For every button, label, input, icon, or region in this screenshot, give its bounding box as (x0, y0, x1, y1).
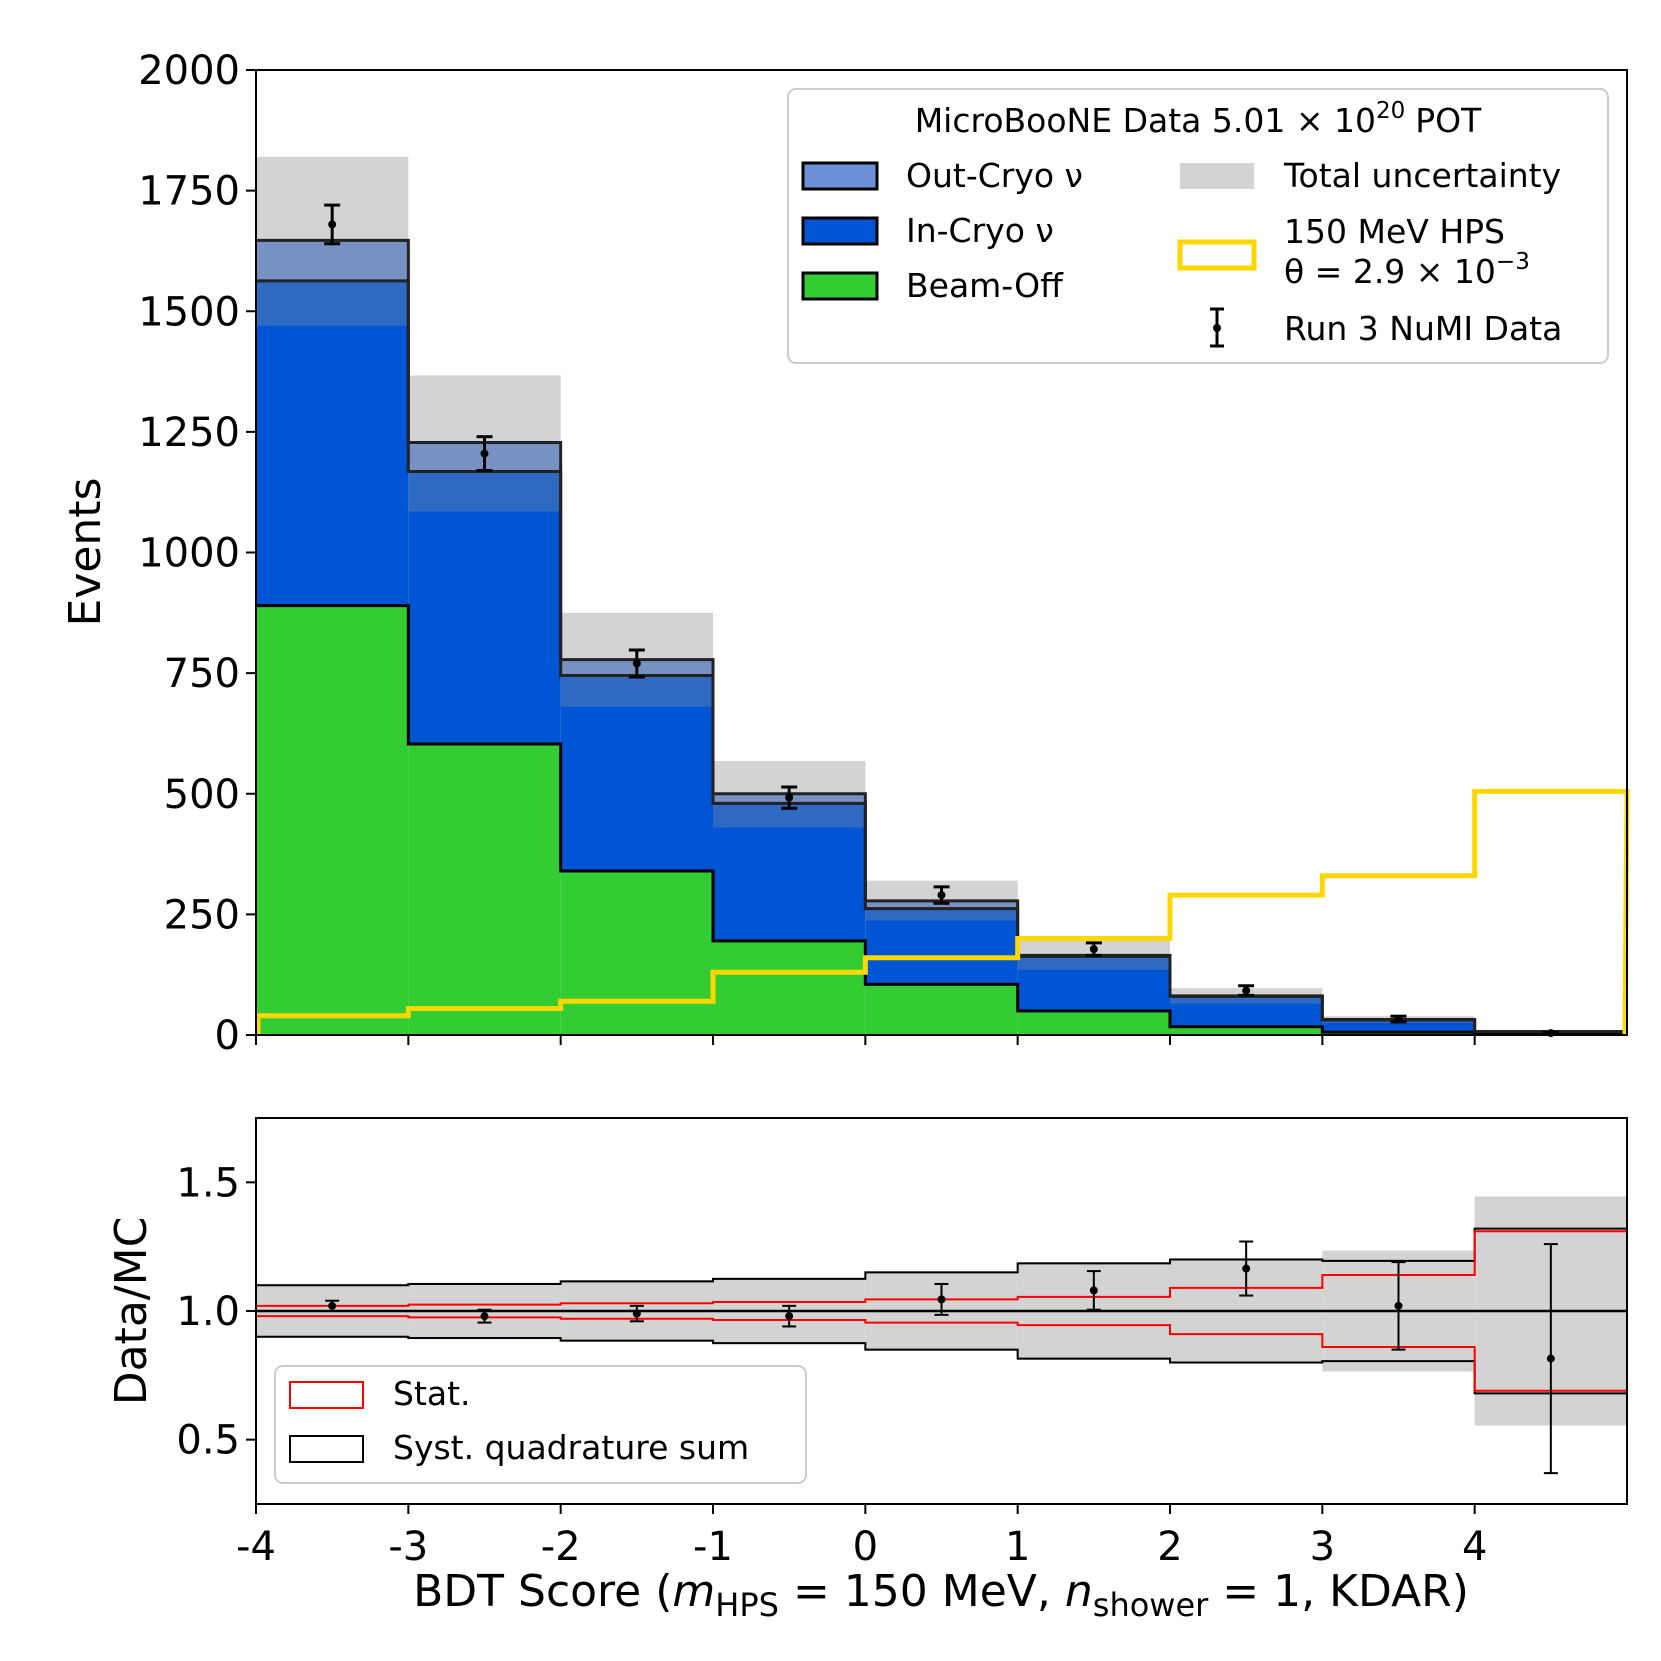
x-tick-label: 1 (1005, 1524, 1030, 1570)
x-tick-label: -2 (541, 1524, 581, 1570)
legend-label-beam-off: Beam-Off (906, 266, 1064, 305)
data-point (1089, 945, 1098, 954)
main-y-tick-label: 1500 (138, 289, 240, 335)
syst-upper-line (256, 1227, 1627, 1287)
ratio-legend: Stat. Syst. quadrature sum (274, 1365, 807, 1484)
ratio-point (480, 1312, 489, 1321)
ratio-point (1242, 1264, 1251, 1273)
main-y-tick-label: 750 (164, 651, 240, 697)
legend-label-stat: Stat. (393, 1374, 471, 1413)
legend-swatch-signal (1177, 239, 1257, 271)
beam-off-outline (256, 604, 1627, 1037)
main-y-tick-label: 1750 (138, 169, 240, 215)
stack-bar-in-cryo (560, 675, 713, 871)
main-y-tick-label: 250 (164, 892, 240, 938)
ratio-legend-frame (274, 1365, 807, 1484)
stack-bar-beam-off (865, 984, 1018, 1035)
stack-bar-out-cryo (256, 240, 409, 281)
legend-swatch-out-cryo (801, 161, 879, 191)
legend-label-in-cryo: In-Cryo ν (906, 211, 1054, 250)
legend-swatch-syst (289, 1435, 364, 1463)
legend-marker-data (1210, 307, 1224, 348)
stack-bar-beam-off (1017, 1010, 1170, 1035)
legend-swatch-beam-off (801, 271, 879, 301)
legend-swatch-in-cryo (801, 216, 879, 246)
stack-bar-in-cryo (713, 803, 866, 941)
stack-bar-beam-off (408, 744, 561, 1035)
x-tick-label: 3 (1310, 1524, 1335, 1570)
stack-bar-beam-off (256, 605, 409, 1035)
syst-lower-line (256, 1335, 1627, 1395)
main-y-tick-label: 0 (215, 1013, 240, 1059)
main-y-tick-label: 1000 (138, 531, 240, 577)
data-point (785, 793, 794, 802)
stack-bar-in-cryo (256, 280, 409, 606)
uncertainty-overlay-bin (1017, 955, 1170, 970)
ratio-point (1394, 1301, 1403, 1310)
ratio-point (937, 1295, 946, 1304)
ratio-point (328, 1301, 337, 1310)
ratio-point (1546, 1354, 1555, 1363)
ratio-point (632, 1309, 641, 1318)
legend-swatch-stat (289, 1381, 364, 1409)
stack-bar-beam-off (560, 870, 713, 1035)
uncertainty-overlay-bin (256, 240, 409, 326)
data-point (1394, 1015, 1403, 1024)
legend-label-data: Run 3 NuMI Data (1284, 309, 1562, 348)
main-y-axis-label: Events (60, 478, 111, 627)
stack-bar-beam-off (713, 940, 866, 1035)
ratio-y-axis-label: Data/MC (106, 1217, 157, 1406)
legend-title: MicroBooNE Data 5.01 × 1020 POT (915, 98, 1482, 140)
main-y-tick-label: 2000 (138, 48, 240, 94)
x-tick-label: -3 (388, 1524, 428, 1570)
main-legend-frame (787, 88, 1609, 364)
main-y-tick-label: 500 (164, 772, 240, 818)
legend-label-syst: Syst. quadrature sum (393, 1428, 749, 1467)
main-histogram-panel: 0 250 500 750 1000 1250 1500 1750 2000 Events Mi… (60, 48, 1630, 1059)
stack-bar-in-cryo (1170, 996, 1323, 1027)
ratio-point (785, 1312, 794, 1321)
data-point (328, 220, 337, 229)
stack-bar-beam-off (1170, 1026, 1323, 1035)
stack-bar-in-cryo (865, 908, 1018, 985)
legend-label-out-cryo: Out-Cryo ν (906, 156, 1083, 195)
stack-bar-in-cryo (408, 471, 561, 745)
signal-hps-line (255, 788, 1630, 1036)
data-point (480, 449, 489, 458)
uncertainty-overlay-bin (1170, 995, 1323, 1004)
stat-lower-line (256, 1315, 1627, 1392)
ratio-point (1089, 1286, 1098, 1295)
x-tick-label: 4 (1462, 1524, 1487, 1570)
x-tick-label: -1 (693, 1524, 733, 1570)
legend-label-total-uncertainty: Total uncertainty (1283, 156, 1561, 195)
ratio-y-tick-label: 1.0 (176, 1289, 240, 1335)
legend-label-signal: 150 MeV HPS (1284, 212, 1505, 251)
ratio-y-tick-label: 1.5 (176, 1160, 240, 1206)
data-point (937, 891, 946, 900)
main-legend: MicroBooNE Data 5.01 × 1020 POT Out-Cryo … (787, 88, 1609, 364)
stack-bar-in-cryo (1322, 1020, 1475, 1033)
uncertainty-overlay-bin (865, 900, 1018, 921)
x-axis-label: BDT Score (mHPS = 150 MeV, nshower = 1, … (413, 1566, 1469, 1624)
data-point (1242, 986, 1251, 995)
legend-label-signal-theta: θ = 2.9 × 10−3 (1284, 249, 1530, 291)
ratio-y-tick-label: 0.5 (176, 1418, 240, 1464)
legend-swatch-total-uncertainty (1180, 163, 1254, 189)
x-tick-label: 0 (853, 1524, 878, 1570)
ratio-panel: 0.5 1.0 1.5 -4 -3 -2 -1 0 1 2 3 4 Data/MC Stat. Sy… (106, 1117, 1628, 1624)
main-y-tick-label: 1250 (138, 410, 240, 456)
x-tick-label: 2 (1157, 1524, 1182, 1570)
data-point (632, 659, 641, 668)
x-tick-label: -4 (236, 1524, 276, 1570)
stack-bar-in-cryo (1017, 956, 1170, 1011)
